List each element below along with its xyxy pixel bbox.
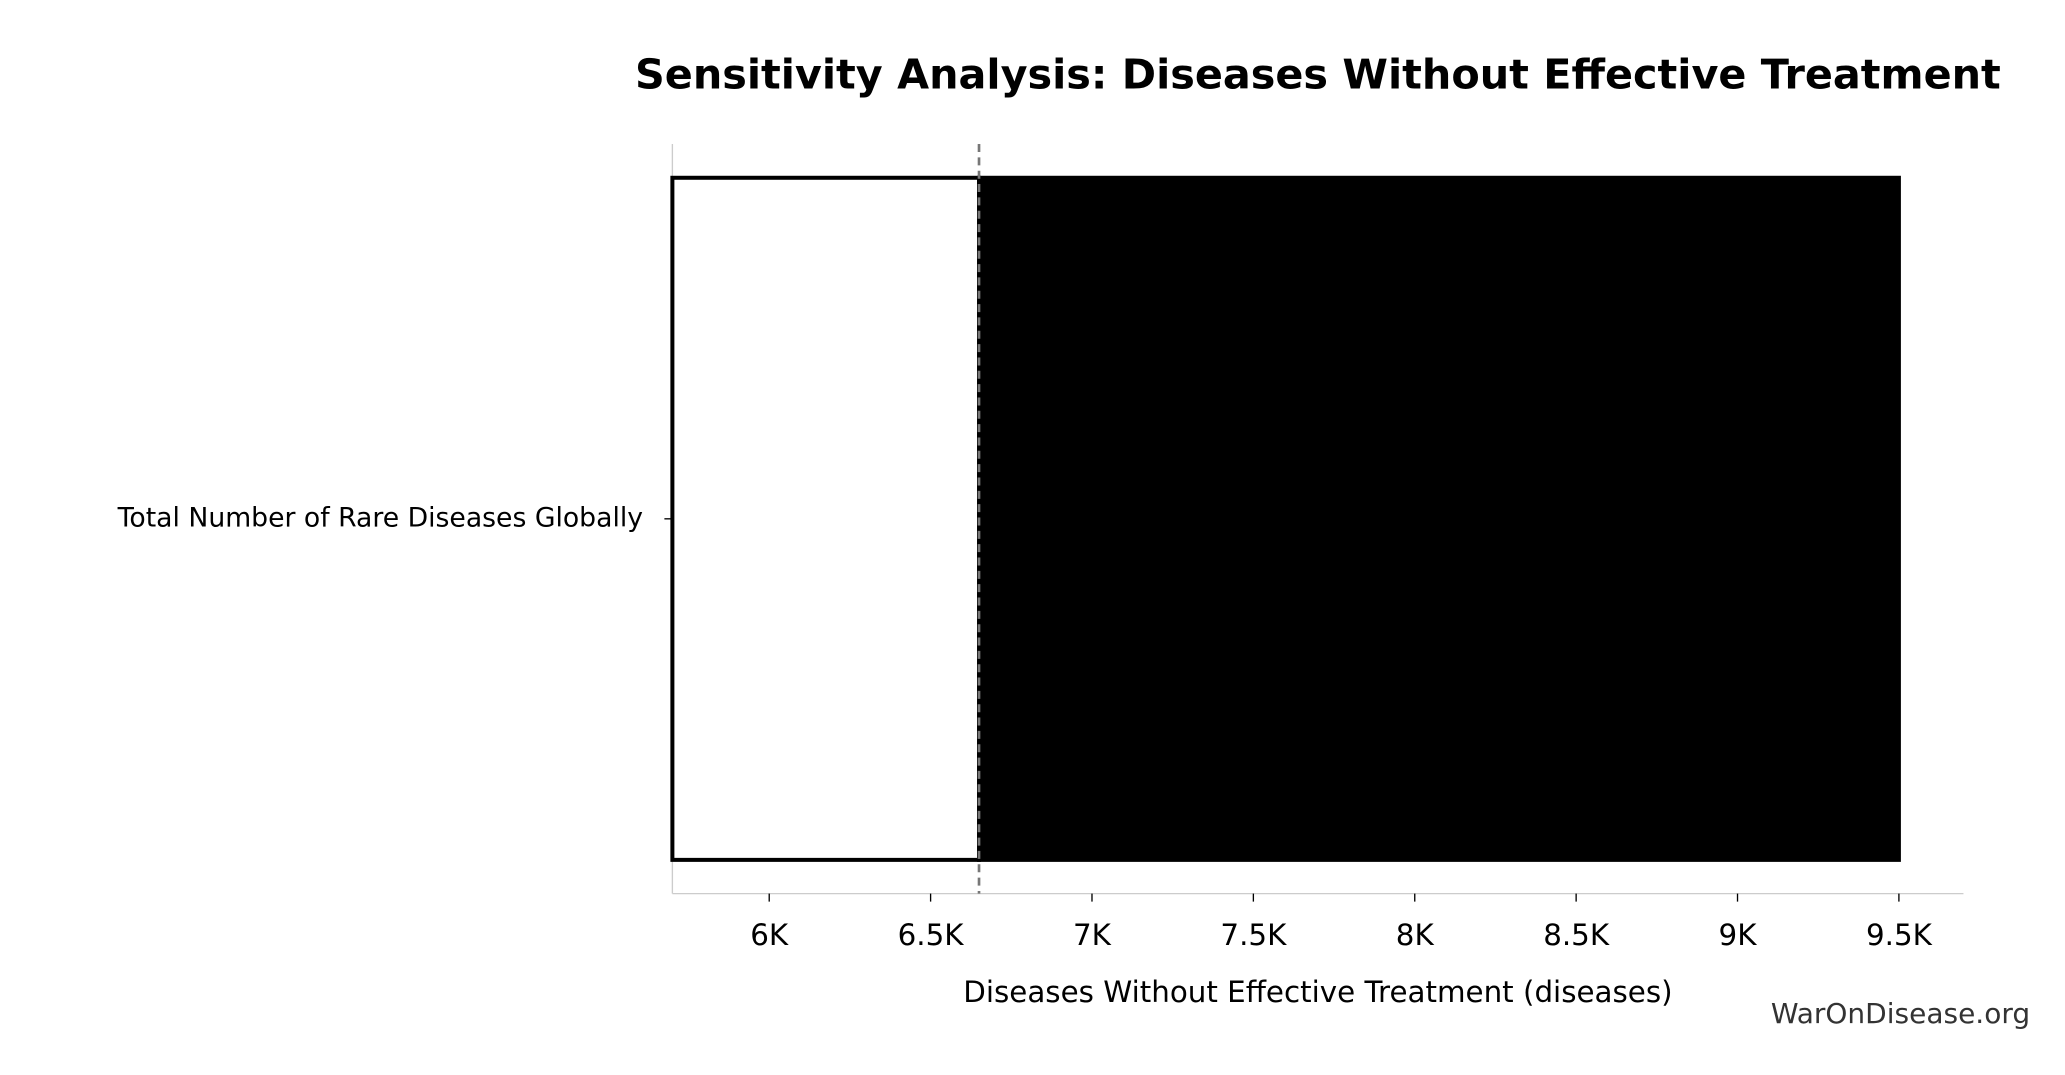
x-tick-label: 9K — [1719, 918, 1758, 952]
x-tick-label: 8.5K — [1543, 918, 1610, 952]
x-tick-label: 9.5K — [1866, 918, 1933, 952]
y-tick-label: Total Number of Rare Diseases Globally — [117, 502, 643, 533]
x-tick-label: 6.5K — [898, 918, 965, 952]
x-tick-label: 7K — [1073, 918, 1112, 952]
x-axis-label: Diseases Without Effective Treatment (di… — [963, 975, 1672, 1009]
x-tick-label: 7.5K — [1220, 918, 1287, 952]
bar — [977, 175, 1901, 862]
bar — [670, 175, 982, 862]
chart-title: Sensitivity Analysis: Diseases Without E… — [635, 50, 2001, 98]
watermark: WarOnDisease.org — [1771, 997, 2030, 1030]
x-tick-label: 6K — [750, 918, 789, 952]
x-tick-label: 8K — [1396, 918, 1435, 952]
